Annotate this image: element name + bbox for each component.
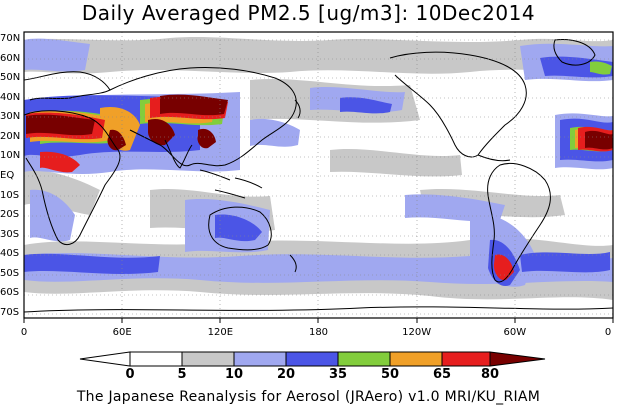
map-title: Daily Averaged PM2.5 [ug/m3]: 10Dec2014 bbox=[81, 1, 536, 25]
lon-label: 0 bbox=[20, 327, 28, 338]
lat-label: 30S bbox=[0, 228, 20, 240]
lat-label: 60S bbox=[0, 287, 20, 299]
colorbar-tick-label: 10 bbox=[224, 367, 244, 382]
lon-label: 120W bbox=[402, 327, 432, 338]
lat-label: 20N bbox=[0, 130, 21, 142]
colorbar-arrow-right bbox=[489, 351, 546, 367]
lat-label: 40N bbox=[0, 91, 21, 103]
lat-label: 50N bbox=[0, 72, 21, 84]
colorbar-tick-label: 5 bbox=[177, 367, 187, 382]
colorbar-tick-label: 80 bbox=[480, 367, 500, 382]
lon-ticks bbox=[23, 318, 614, 323]
colorbar-seg-4 bbox=[337, 351, 391, 367]
lon-label: 60W bbox=[503, 327, 527, 338]
colorbar-seg-0 bbox=[129, 351, 183, 367]
lat-label: 70S bbox=[0, 307, 20, 318]
lon-label: 60E bbox=[112, 327, 132, 338]
colorbar-tick-label: 35 bbox=[328, 367, 348, 382]
colorbar-seg-3 bbox=[285, 351, 339, 367]
colorbar-seg-5 bbox=[389, 351, 443, 367]
colorbar-seg-6 bbox=[441, 351, 491, 367]
colorbar bbox=[79, 351, 546, 367]
colorbar-tick-label: 65 bbox=[432, 367, 452, 382]
lon-label: 120E bbox=[207, 327, 234, 338]
colorbar-arrow-left bbox=[79, 351, 131, 367]
footer-credit: The Japanese Reanalysis for Aerosol (JRA… bbox=[76, 389, 541, 405]
colorbar-seg-2 bbox=[233, 351, 287, 367]
lat-label: 10N bbox=[0, 150, 21, 162]
colorbar-tick-label: 20 bbox=[276, 367, 296, 382]
lat-label: 40S bbox=[0, 248, 20, 260]
pm25-field bbox=[24, 37, 613, 300]
lat-label: EQ bbox=[0, 170, 15, 181]
colorbar-seg-1 bbox=[181, 351, 235, 367]
colorbar-tick-label: 0 bbox=[125, 367, 135, 382]
lat-label: 30N bbox=[0, 111, 21, 123]
lon-label: 0 bbox=[604, 327, 612, 338]
lon-label: 180 bbox=[308, 327, 329, 338]
lat-label: 60N bbox=[0, 52, 21, 64]
lat-label: 20S bbox=[0, 209, 20, 221]
lat-label: 50S bbox=[0, 267, 20, 279]
lat-label: 10S bbox=[0, 189, 20, 201]
lat-label: 70N bbox=[0, 33, 21, 44]
coastlines bbox=[24, 39, 613, 313]
colorbar-tick-label: 50 bbox=[380, 367, 400, 382]
